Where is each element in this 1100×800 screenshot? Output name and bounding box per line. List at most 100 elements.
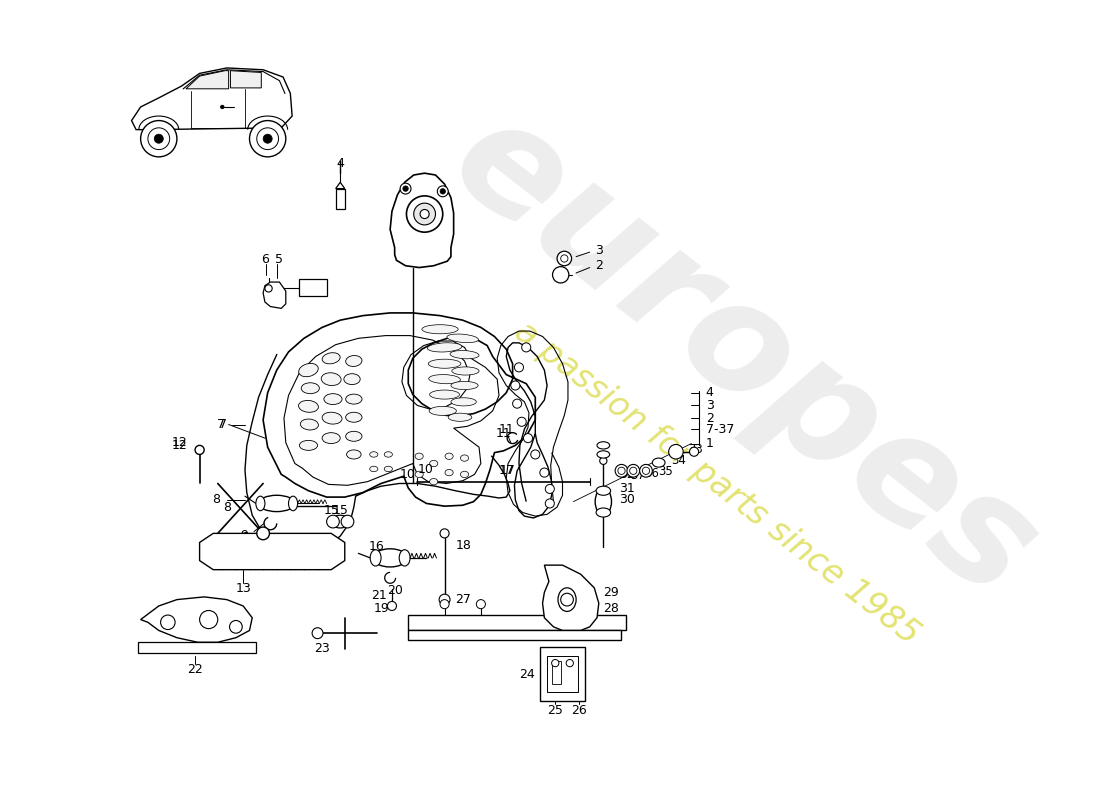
Text: 28: 28 <box>603 602 619 615</box>
Ellipse shape <box>345 412 362 422</box>
Ellipse shape <box>345 355 362 366</box>
Circle shape <box>400 183 411 194</box>
Circle shape <box>439 594 450 605</box>
Circle shape <box>546 499 554 508</box>
Circle shape <box>639 465 652 477</box>
Ellipse shape <box>450 350 478 358</box>
Text: 37: 37 <box>630 469 646 482</box>
Text: 8: 8 <box>212 494 220 506</box>
Ellipse shape <box>288 496 298 510</box>
Text: 7: 7 <box>219 418 227 431</box>
Ellipse shape <box>373 549 407 567</box>
Ellipse shape <box>595 488 612 515</box>
Circle shape <box>524 434 532 442</box>
Text: 12: 12 <box>172 436 188 449</box>
Ellipse shape <box>384 452 393 457</box>
Ellipse shape <box>321 373 341 386</box>
Ellipse shape <box>461 455 469 462</box>
Text: 7-37: 7-37 <box>706 422 734 435</box>
Circle shape <box>407 196 443 232</box>
Text: 2: 2 <box>595 259 603 272</box>
Text: 10: 10 <box>417 463 433 476</box>
Text: 36: 36 <box>645 467 659 480</box>
Circle shape <box>513 399 521 408</box>
Ellipse shape <box>446 470 453 476</box>
Text: 4: 4 <box>337 157 344 170</box>
Polygon shape <box>336 182 344 189</box>
Circle shape <box>600 457 607 465</box>
Circle shape <box>263 134 272 143</box>
Circle shape <box>440 189 446 194</box>
Ellipse shape <box>370 466 378 472</box>
Text: 34: 34 <box>671 454 686 467</box>
Circle shape <box>387 602 396 610</box>
Text: 19: 19 <box>373 602 389 615</box>
Text: 23: 23 <box>315 642 330 655</box>
Ellipse shape <box>596 508 611 517</box>
Ellipse shape <box>258 495 295 512</box>
Circle shape <box>557 251 572 266</box>
Text: 17: 17 <box>500 464 516 478</box>
Ellipse shape <box>415 453 424 459</box>
Circle shape <box>540 468 549 477</box>
Text: 11: 11 <box>496 427 512 440</box>
Text: 29: 29 <box>603 586 619 599</box>
Text: 1: 1 <box>706 437 714 450</box>
Text: 25: 25 <box>548 704 563 717</box>
Circle shape <box>312 628 323 638</box>
Text: 7: 7 <box>217 418 226 431</box>
Bar <box>547 656 578 692</box>
Ellipse shape <box>371 550 381 566</box>
Circle shape <box>403 186 408 191</box>
Ellipse shape <box>596 486 611 495</box>
Circle shape <box>521 343 531 352</box>
Circle shape <box>615 465 628 477</box>
Ellipse shape <box>429 374 461 384</box>
Bar <box>299 279 327 296</box>
Text: 2: 2 <box>706 412 714 425</box>
Text: 31: 31 <box>619 482 635 494</box>
Ellipse shape <box>652 458 666 467</box>
Ellipse shape <box>301 382 319 394</box>
Ellipse shape <box>300 419 318 430</box>
Ellipse shape <box>399 550 410 566</box>
Circle shape <box>690 447 698 456</box>
Ellipse shape <box>451 398 476 406</box>
Ellipse shape <box>428 342 462 352</box>
Ellipse shape <box>256 496 265 510</box>
Circle shape <box>531 450 540 459</box>
Ellipse shape <box>430 390 460 399</box>
Circle shape <box>161 615 175 630</box>
Text: 18: 18 <box>455 538 471 552</box>
Ellipse shape <box>597 442 609 449</box>
Text: 6: 6 <box>261 253 268 266</box>
Text: 3: 3 <box>706 399 714 412</box>
Text: 14: 14 <box>255 538 271 550</box>
Text: 20: 20 <box>387 584 403 597</box>
Bar <box>551 662 561 684</box>
Polygon shape <box>141 597 252 642</box>
Circle shape <box>627 465 639 477</box>
Text: 30: 30 <box>619 494 635 506</box>
Ellipse shape <box>322 433 340 443</box>
Text: 21: 21 <box>372 590 387 602</box>
Text: 4: 4 <box>706 386 714 399</box>
Text: 8: 8 <box>223 502 231 514</box>
Circle shape <box>265 285 272 292</box>
Text: 22: 22 <box>187 663 202 676</box>
Bar <box>408 630 622 639</box>
Text: 16: 16 <box>368 541 384 554</box>
Ellipse shape <box>323 394 342 405</box>
Text: 13: 13 <box>235 582 251 595</box>
Ellipse shape <box>597 451 609 458</box>
Circle shape <box>230 621 242 633</box>
Ellipse shape <box>384 466 393 472</box>
Text: europes: europes <box>424 83 1065 630</box>
Circle shape <box>551 659 559 666</box>
Circle shape <box>220 105 224 109</box>
Ellipse shape <box>429 406 456 415</box>
Text: 15: 15 <box>332 504 349 517</box>
Ellipse shape <box>345 431 362 442</box>
Ellipse shape <box>299 440 318 450</box>
Circle shape <box>341 515 354 528</box>
